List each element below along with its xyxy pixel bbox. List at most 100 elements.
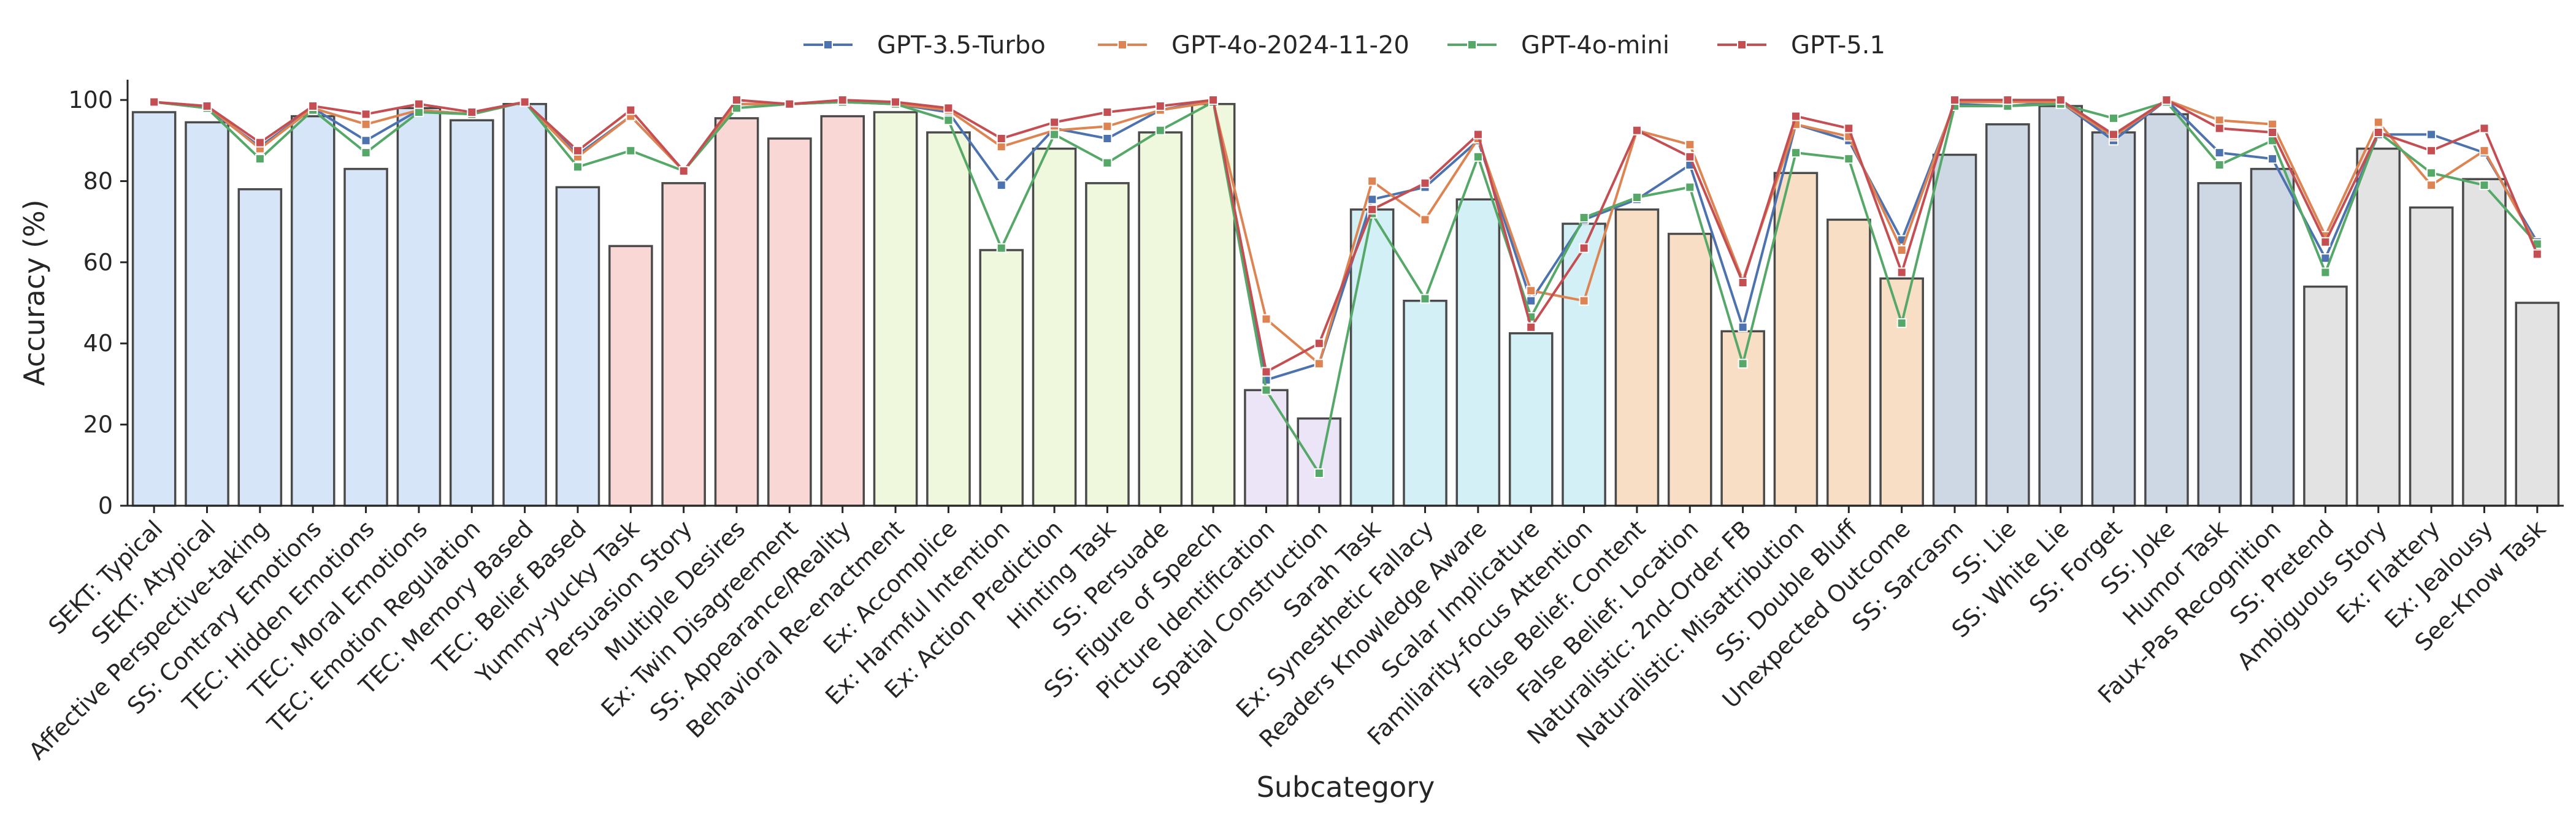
bar-18 (1085, 182, 1130, 507)
bar-36 (2038, 105, 2083, 507)
bar-26 (1508, 332, 1554, 507)
point-3-6 (467, 107, 477, 117)
point-3-44 (2479, 123, 2490, 134)
legend-marker-0 (823, 40, 833, 50)
bar-22 (1297, 417, 1342, 507)
bar-13 (820, 115, 865, 507)
legend-label-2: GPT-4o-mini (1521, 31, 1669, 59)
point-0-43 (2426, 129, 2437, 140)
point-3-35 (2003, 95, 2013, 105)
point-1-42 (2373, 117, 2383, 128)
point-2-4 (361, 148, 371, 158)
bar-38 (2144, 113, 2189, 507)
y-tick-label-0: 0 (98, 492, 113, 519)
point-3-5 (413, 99, 424, 109)
point-3-1 (202, 101, 212, 111)
bar-27 (1562, 223, 1606, 507)
point-0-30 (1738, 322, 1748, 332)
point-3-36 (2055, 95, 2066, 105)
point-1-16 (996, 142, 1006, 152)
legend-marker-1 (1117, 40, 1127, 50)
point-3-26 (1526, 322, 1536, 332)
bar-44 (2462, 178, 2507, 507)
bar-9 (608, 245, 653, 507)
point-0-39 (2214, 148, 2225, 158)
bar-25 (1455, 198, 1501, 507)
point-3-9 (626, 105, 636, 115)
point-3-39 (2214, 123, 2225, 134)
bar-41 (2303, 285, 2348, 507)
bar-4 (343, 167, 388, 507)
bar-43 (2409, 206, 2454, 507)
legend: GPT-3.5-Turbo GPT-4o-2024-11-20 GPT-4o-min… (803, 31, 1885, 59)
bar-6 (449, 119, 494, 507)
bar-39 (2197, 182, 2242, 507)
point-3-30 (1738, 278, 1748, 287)
y-tick-label-3: 60 (83, 249, 113, 276)
point-3-45 (2532, 249, 2542, 259)
y-tick-label-2: 40 (83, 330, 113, 357)
y-tick-label-5: 100 (68, 86, 113, 113)
point-3-10 (678, 166, 689, 176)
bar-11 (714, 117, 759, 507)
bar-15 (926, 131, 971, 507)
bar-2 (237, 188, 283, 507)
bar-8 (555, 186, 600, 507)
bar-23 (1349, 208, 1395, 507)
point-3-37 (2109, 129, 2118, 140)
legend-item-3: GPT-5.1 (1717, 31, 1885, 59)
point-1-33 (1896, 245, 1907, 255)
point-0-16 (996, 180, 1006, 191)
point-3-40 (2267, 128, 2278, 137)
point-2-27 (1579, 213, 1589, 223)
point-3-12 (784, 99, 795, 109)
point-2-25 (1473, 151, 1483, 162)
point-2-24 (1420, 294, 1430, 304)
point-2-9 (626, 145, 636, 156)
point-3-22 (1314, 338, 1324, 349)
bar-17 (1032, 147, 1077, 507)
point-3-13 (837, 95, 848, 105)
point-2-15 (943, 115, 954, 126)
point-2-30 (1738, 359, 1748, 369)
bar-24 (1403, 299, 1447, 507)
bar-45 (2515, 302, 2560, 507)
x-axis-title: Subcategory (1257, 771, 1435, 804)
bar-21 (1244, 389, 1289, 507)
point-2-18 (1102, 158, 1113, 168)
point-3-21 (1261, 367, 1271, 377)
point-2-37 (2109, 113, 2118, 123)
point-1-44 (2479, 145, 2490, 156)
series-line-2 (153, 101, 2539, 474)
point-2-39 (2214, 160, 2225, 170)
point-3-29 (1685, 151, 1695, 162)
point-3-24 (1420, 178, 1430, 188)
point-2-16 (996, 243, 1006, 253)
point-1-21 (1261, 314, 1271, 324)
legend-marker-3 (1737, 40, 1747, 50)
point-2-33 (1896, 318, 1907, 329)
point-2-31 (1791, 148, 1801, 158)
point-3-33 (1896, 267, 1907, 278)
point-2-5 (413, 107, 424, 117)
bar-37 (2091, 131, 2136, 507)
point-2-29 (1685, 182, 1695, 192)
point-3-11 (732, 95, 742, 105)
bar-34 (1932, 153, 1977, 507)
bar-1 (185, 121, 229, 507)
point-0-18 (1102, 134, 1113, 143)
point-3-18 (1102, 107, 1113, 117)
series-line-3 (154, 99, 2539, 373)
point-3-15 (943, 103, 954, 113)
point-3-3 (308, 101, 318, 111)
point-3-43 (2426, 145, 2437, 156)
point-3-41 (2320, 237, 2331, 247)
point-3-38 (2161, 95, 2172, 105)
legend-label-0: GPT-3.5-Turbo (877, 31, 1046, 59)
point-3-28 (1631, 125, 1642, 135)
point-1-23 (1367, 176, 1378, 186)
bar-12 (767, 137, 812, 507)
bar-35 (1985, 123, 2030, 507)
point-2-8 (573, 162, 583, 172)
